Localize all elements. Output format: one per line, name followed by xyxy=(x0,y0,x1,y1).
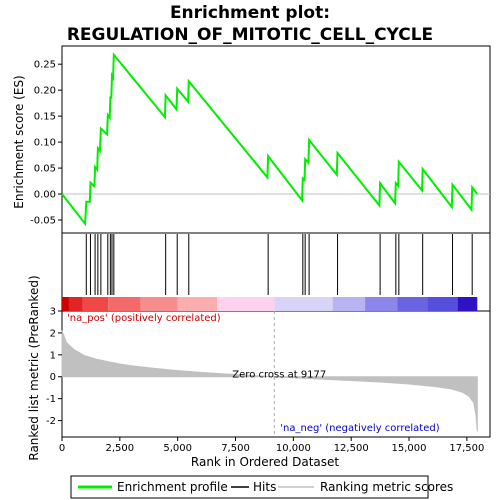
es-tick-label: 0.25 xyxy=(34,60,56,71)
es-tick-label: 0.00 xyxy=(34,190,56,201)
metric-tick-label: 3 xyxy=(50,307,56,318)
x-axis: 0 2,500 5,000 7,500 10,000 12,500 15,000 17,500 xyxy=(59,437,484,454)
rank-colorbar xyxy=(62,297,478,311)
pos-correlated-label: 'na_pos' (positively correlated) xyxy=(67,313,221,324)
es-axis: -0.05 0.00 0.05 0.10 0.15 0.20 0.25 xyxy=(30,60,62,227)
chart-title-line2: REGULATION_OF_MITOTIC_CELL_CYCLE xyxy=(67,25,433,45)
x-axis-label: Rank in Ordered Dataset xyxy=(191,455,339,469)
colorbar-segment xyxy=(397,297,428,311)
metric-tick-label: 2 xyxy=(50,328,56,339)
x-tick-label: 10,000 xyxy=(276,443,311,454)
neg-correlated-label: 'na_neg' (negatively correlated) xyxy=(280,423,439,434)
metric-tick-label: 1 xyxy=(50,350,56,361)
x-tick-label: 5,000 xyxy=(163,443,192,454)
legend-box xyxy=(70,475,429,499)
es-panel-frame xyxy=(61,45,491,234)
es-tick-label: 0.15 xyxy=(34,112,56,123)
colorbar-segment xyxy=(274,297,333,311)
metric-tick-label: -1 xyxy=(46,394,56,405)
ranking-metric-area xyxy=(61,330,478,432)
colorbar-segment xyxy=(68,297,83,311)
x-tick-label: 2,500 xyxy=(106,443,135,454)
metric-tick-label: 0 xyxy=(50,372,56,383)
colorbar-segment xyxy=(457,297,478,311)
metric-axis: -2 -1 0 1 2 3 xyxy=(46,307,62,427)
legend-label-enrichment: Enrichment profile xyxy=(117,480,228,494)
metric-tick-label: -2 xyxy=(46,416,56,427)
chart-title-line1: Enrichment plot: xyxy=(170,3,330,23)
enrichment-profile-line xyxy=(61,52,479,227)
hits-marks xyxy=(85,234,473,295)
colorbar-segment xyxy=(427,297,458,311)
x-tick-label: 0 xyxy=(59,443,65,454)
legend: Enrichment profile Hits Ranking metric s… xyxy=(70,475,453,499)
legend-label-hits: Hits xyxy=(253,480,276,494)
colorbar-segment xyxy=(217,297,275,311)
x-tick-label: 12,500 xyxy=(334,443,369,454)
es-y-axis-label: Enrichment score (ES) xyxy=(12,75,26,208)
colorbar-segment xyxy=(62,297,69,311)
es-tick-label: -0.05 xyxy=(30,216,56,227)
colorbar-segment xyxy=(365,297,398,311)
zero-cross-label: Zero cross at 9177 xyxy=(232,370,326,381)
x-tick-label: 17,500 xyxy=(449,443,484,454)
es-tick-label: 0.10 xyxy=(34,138,56,149)
colorbar-segment xyxy=(332,297,366,311)
es-tick-label: 0.20 xyxy=(34,86,56,97)
colorbar-segment xyxy=(177,297,218,311)
es-tick-label: 0.05 xyxy=(34,164,56,175)
x-tick-label: 7,500 xyxy=(221,443,250,454)
colorbar-segment xyxy=(140,297,178,311)
colorbar-segment xyxy=(108,297,141,311)
x-tick-label: 15,000 xyxy=(392,443,427,454)
metric-y-axis-label: Ranked list metric (PreRanked) xyxy=(27,275,41,460)
legend-label-metric: Ranking metric scores xyxy=(320,480,453,494)
colorbar-segment xyxy=(82,297,109,311)
